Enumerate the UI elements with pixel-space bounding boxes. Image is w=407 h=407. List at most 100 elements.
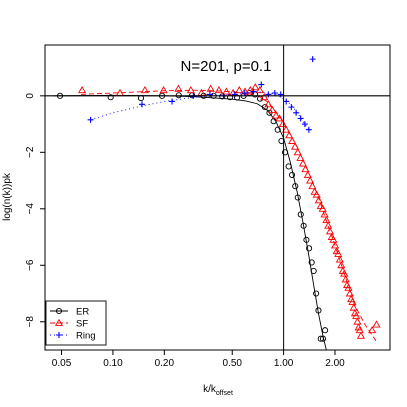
data-point-er bbox=[292, 183, 299, 190]
data-point-sf bbox=[352, 311, 361, 320]
data-point-ring bbox=[309, 56, 316, 63]
data-point-sf bbox=[341, 275, 350, 283]
data-point-sf bbox=[312, 190, 321, 198]
data-point-sf bbox=[301, 165, 310, 173]
x-axis-label: k/koffset bbox=[203, 384, 233, 397]
x-axis: 0.05 0.10 0.20 0.50 1.00 2.00 bbox=[52, 350, 345, 369]
y-tick-label: −8 bbox=[25, 316, 36, 328]
data-point-sf bbox=[335, 255, 344, 263]
data-point-sf bbox=[325, 227, 335, 235]
data-point-er bbox=[303, 236, 310, 243]
legend-item-sf: SF bbox=[50, 319, 88, 330]
data-point-sf bbox=[235, 85, 244, 94]
legend-box bbox=[45, 300, 107, 346]
y-axis: 0 −2 −4 −6 −8 bbox=[25, 93, 45, 328]
data-point-sf bbox=[314, 196, 323, 204]
data-point-sf bbox=[275, 114, 284, 122]
data-point-er bbox=[315, 307, 322, 314]
data-point-sf bbox=[285, 131, 294, 139]
data-point-sf bbox=[355, 326, 364, 334]
y-tick-label: −6 bbox=[25, 259, 36, 271]
y-tick-label: −4 bbox=[25, 203, 36, 215]
data-point-sf bbox=[251, 83, 260, 91]
data-point-sf bbox=[344, 283, 353, 291]
data-point-sf bbox=[322, 215, 331, 224]
x-tick-label: 0.10 bbox=[103, 358, 123, 369]
data-point-sf bbox=[345, 289, 354, 297]
data-point-ring bbox=[258, 81, 265, 88]
data-point-ring bbox=[297, 115, 304, 122]
data-point-ring bbox=[271, 90, 278, 97]
data-point-ring bbox=[283, 98, 290, 105]
data-point-sf bbox=[368, 326, 377, 334]
data-point-sf bbox=[255, 85, 264, 94]
data-point-er bbox=[300, 222, 307, 229]
data-point-er bbox=[313, 290, 320, 297]
data-point-sf bbox=[298, 159, 308, 167]
data-point-ring bbox=[301, 121, 308, 128]
x-tick-label: 0.20 bbox=[155, 358, 175, 369]
data-point-er bbox=[317, 335, 324, 342]
data-point-er bbox=[282, 149, 289, 156]
legend-label-ring: Ring bbox=[76, 331, 96, 342]
data-point-sf bbox=[293, 148, 302, 156]
data-point-sf bbox=[296, 153, 305, 161]
legend-item-er: ER bbox=[50, 307, 89, 318]
data-point-sf bbox=[288, 136, 297, 144]
data-point-er bbox=[310, 267, 317, 274]
plot-frame bbox=[44, 44, 391, 351]
x-tick-label: 0.05 bbox=[52, 358, 72, 369]
data-point-ring bbox=[250, 88, 257, 95]
data-point-er bbox=[285, 163, 292, 170]
data-point-sf bbox=[324, 221, 333, 229]
data-point-sf bbox=[306, 176, 315, 184]
data-point-sf bbox=[206, 84, 215, 92]
data-point-sf bbox=[290, 142, 300, 150]
data-point-sf bbox=[264, 100, 273, 108]
data-point-ring bbox=[87, 116, 94, 123]
data-point-sf bbox=[214, 85, 224, 94]
legend-plus-marker bbox=[56, 332, 62, 338]
data-point-er bbox=[175, 92, 182, 99]
x-tick-label: 2.00 bbox=[325, 358, 345, 369]
data-point-er bbox=[107, 94, 114, 101]
legend-triangle-marker bbox=[54, 318, 64, 326]
legend-item-ring: Ring bbox=[50, 331, 96, 342]
data-point-ring bbox=[288, 104, 295, 111]
data-point-sf bbox=[308, 181, 317, 190]
data-point-sf bbox=[278, 119, 287, 127]
x-tick-label: 1.00 bbox=[274, 358, 294, 369]
data-point-ring bbox=[138, 101, 145, 108]
data-point-sf bbox=[260, 93, 269, 101]
data-point-sf bbox=[329, 235, 338, 243]
data-point-ring bbox=[305, 126, 312, 133]
data-point-sf bbox=[353, 317, 362, 325]
x-axis-label-main: k/k bbox=[203, 384, 217, 395]
data-point-sf bbox=[159, 85, 168, 94]
data-point-sf bbox=[318, 204, 327, 212]
data-point-sf bbox=[372, 320, 381, 328]
data-point-er bbox=[322, 327, 329, 334]
x-axis-label-subscript: offset bbox=[216, 390, 233, 397]
data-point-sf bbox=[268, 105, 277, 113]
data-point-sf bbox=[282, 125, 291, 133]
data-point-sf bbox=[174, 84, 183, 92]
legend-label-er: ER bbox=[76, 307, 89, 318]
data-point-sf bbox=[356, 331, 366, 339]
data-point-ring bbox=[206, 91, 213, 98]
data-point-ring bbox=[277, 91, 284, 98]
data-point-er bbox=[319, 335, 327, 342]
data-point-ring bbox=[231, 91, 238, 98]
data-point-sf bbox=[330, 241, 340, 249]
y-tick-label: −2 bbox=[25, 146, 36, 158]
data-point-sf bbox=[340, 269, 349, 277]
data-point-sf bbox=[320, 210, 329, 218]
data-point-er bbox=[274, 126, 281, 133]
x-tick-label: 0.50 bbox=[222, 358, 242, 369]
data-point-er bbox=[294, 194, 301, 201]
reference-lines bbox=[45, 45, 390, 350]
data-point-sf bbox=[303, 170, 312, 178]
chart-title: N=201, p=0.1 bbox=[181, 58, 272, 75]
data-point-sf bbox=[348, 297, 357, 305]
